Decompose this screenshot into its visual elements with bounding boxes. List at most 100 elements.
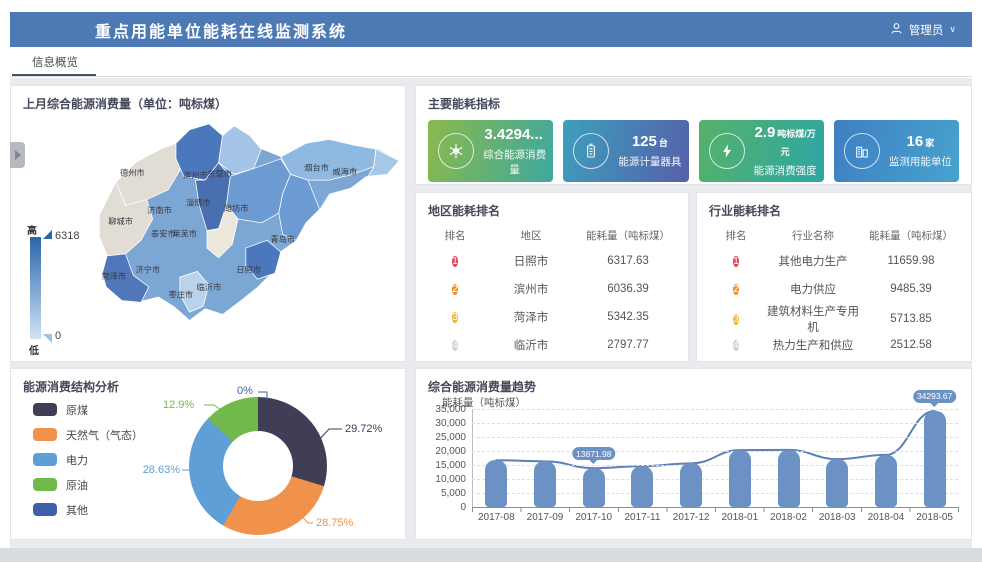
kpi-label: 能源消费强度 [753, 165, 817, 177]
rank-badge: 2 [733, 283, 739, 295]
lightning-icon [708, 133, 745, 169]
donut-chart[interactable] [189, 397, 327, 535]
map-region-heze[interactable] [101, 253, 150, 303]
bar-2018-05[interactable] [923, 410, 946, 507]
map-region-qingdao[interactable] [278, 173, 321, 241]
region-ranking-rows: 1 日照市 6317.63 2 滨州市 6036.39 3 菏泽市 5342.35 4 临沂市 279… [416, 247, 688, 359]
y-axis-tick-label: 5,000 [440, 488, 466, 499]
legend-gradient-bar [30, 237, 41, 339]
region-ranking-panel: 地区能耗排名 排名 地区 能耗量（吨标煤） 1 日照市 6317.63 2 滨州市 603… [415, 192, 689, 362]
bar-2017-08[interactable] [485, 460, 508, 507]
legend-label: 电力 [66, 454, 88, 467]
bar-2017-11[interactable] [631, 466, 654, 507]
legend-min-value: 0 [55, 330, 62, 342]
legend-label: 天然气（气态） [66, 429, 143, 442]
x-axis-tick-label: 2017-08 [477, 512, 515, 523]
row-value: 2512.58 [890, 339, 932, 351]
row-name: 建筑材料生产专用机 [767, 306, 859, 334]
buildings-icon [843, 133, 880, 169]
row-value: 5342.35 [607, 311, 649, 323]
map-city-label: 莱芜市 [172, 228, 197, 238]
map-city-label: 济南市 [147, 205, 172, 215]
rank-badge: 3 [733, 313, 739, 325]
table-row: 3 菏泽市 5342.35 [424, 303, 680, 331]
energy-structure-panel: 能源消费结构分析 原煤 天然气（气态） 电力 原油 其他 29.72% 28.75% 2… [10, 368, 406, 540]
map-panel: 上月综合能源消费量（单位：吨标煤） 高 6318 0 低 [10, 85, 406, 362]
legend-label: 原煤 [66, 404, 88, 417]
kpi-card[interactable]: 16 家监测用能单位 [833, 120, 959, 182]
map-region-laiwu[interactable] [206, 204, 239, 259]
table-row: 1 其他电力生产 11659.98 [705, 247, 963, 275]
map-city-label: 滨州市 [183, 170, 208, 180]
pie-legend-item[interactable]: 原油 [33, 472, 143, 497]
pie-legend-item[interactable]: 天然气（气态） [33, 422, 143, 447]
legend-min-marker [43, 334, 52, 343]
map-region-liaocheng[interactable] [98, 181, 154, 257]
app-title: 重点用能单位能耗在线监测系统 [95, 23, 348, 41]
map-city-label: 东营市 [207, 168, 232, 178]
map-city-label: 烟台市 [304, 162, 329, 172]
x-axis-line [472, 507, 959, 508]
pie-panel-title: 能源消费结构分析 [23, 380, 120, 394]
pie-slice-label: 12.9% [163, 399, 195, 411]
kpi-unit: 台 [658, 138, 668, 148]
x-axis-tick-label: 2018-04 [867, 512, 905, 523]
table-row: 2 滨州市 6036.39 [424, 275, 680, 303]
kpi-card[interactable]: 3.4294... 综合能源消费量 [428, 120, 554, 182]
dashboard-content: 上月综合能源消费量（单位：吨标煤） 高 6318 0 低 [10, 78, 972, 548]
legend-swatch [33, 478, 57, 491]
bar-2017-12[interactable] [680, 463, 703, 507]
industry-ranking-title: 行业能耗排名 [709, 204, 782, 218]
pie-slice-label: 28.75% [316, 517, 354, 529]
bar-2017-09[interactable] [534, 461, 557, 507]
kpi-card[interactable]: 125 台能源计量器具 [563, 120, 689, 182]
footer-strip [0, 548, 982, 562]
user-menu[interactable]: 管理员 ∨ [890, 22, 972, 38]
chevron-down-icon: ∨ [949, 24, 956, 34]
x-axis-ticks [472, 508, 959, 512]
kpi-card[interactable]: 2.9 吨标煤/万元 能源消费强度 [698, 120, 824, 182]
bar-2018-01[interactable] [728, 450, 751, 507]
pie-legend-item[interactable]: 其他 [33, 497, 143, 522]
kpi-label: 监测用能单位 [888, 156, 952, 168]
pie-legend-item[interactable]: 原煤 [33, 397, 143, 422]
row-name: 热力生产和供应 [772, 340, 854, 352]
kpi-cards: 3.4294... 综合能源消费量 125 台能源计量器具 2.9 吨标煤/万元 能源消费强… [416, 112, 971, 182]
pie-slice-label: 0% [237, 385, 253, 397]
row-value: 5713.85 [890, 313, 932, 325]
map-region-dongying[interactable] [218, 125, 262, 175]
bar-2018-03[interactable] [826, 459, 849, 507]
x-axis-tick-label: 2018-02 [770, 512, 807, 523]
table-row: 2 电力供应 9485.39 [705, 275, 963, 303]
rank-badge: 3 [452, 311, 458, 323]
map-city-label: 日照市 [236, 264, 261, 274]
map-city-label: 菏泽市 [102, 271, 127, 281]
x-axis-tick-label: 2018-01 [721, 512, 759, 523]
row-name: 其他电力生产 [778, 256, 848, 268]
bar-2018-02[interactable] [777, 449, 800, 507]
industry-ranking-rows: 1 其他电力生产 11659.98 2 电力供应 9485.39 3 建筑材料生产专用机 571… [697, 247, 971, 359]
legend-swatch [33, 453, 57, 466]
kpi-value: 125 [631, 133, 657, 150]
legend-swatch [33, 403, 57, 416]
legend-label: 原油 [66, 479, 88, 492]
map-region-weihai[interactable] [367, 148, 400, 177]
pie-slice-label: 29.72% [345, 423, 383, 435]
bar-2018-04[interactable] [874, 454, 897, 507]
map-city-label: 淄博市 [186, 197, 211, 207]
x-axis-tick-label: 2017-12 [672, 512, 710, 523]
active-tab-indicator [12, 74, 96, 76]
industry-ranking-panel: 行业能耗排名 排名 行业名称 能耗量（吨标煤） 1 其他电力生产 11659.98 2… [696, 192, 972, 362]
map-region-rizhao[interactable] [245, 239, 282, 280]
bar-2017-10[interactable] [582, 468, 605, 507]
pie-legend-item[interactable]: 电力 [33, 447, 143, 472]
map-region-zaozhuang[interactable] [179, 270, 210, 313]
sidebar-expand-handle[interactable] [10, 142, 25, 168]
map-city-label: 临沂市 [197, 282, 222, 292]
tab-info-overview[interactable]: 信息概览 [32, 57, 78, 69]
gridline [472, 451, 958, 452]
y-axis-tick-label: 10,000 [435, 474, 466, 485]
rank-badge: 4 [452, 339, 458, 351]
region-ranking-title: 地区能耗排名 [428, 204, 501, 218]
